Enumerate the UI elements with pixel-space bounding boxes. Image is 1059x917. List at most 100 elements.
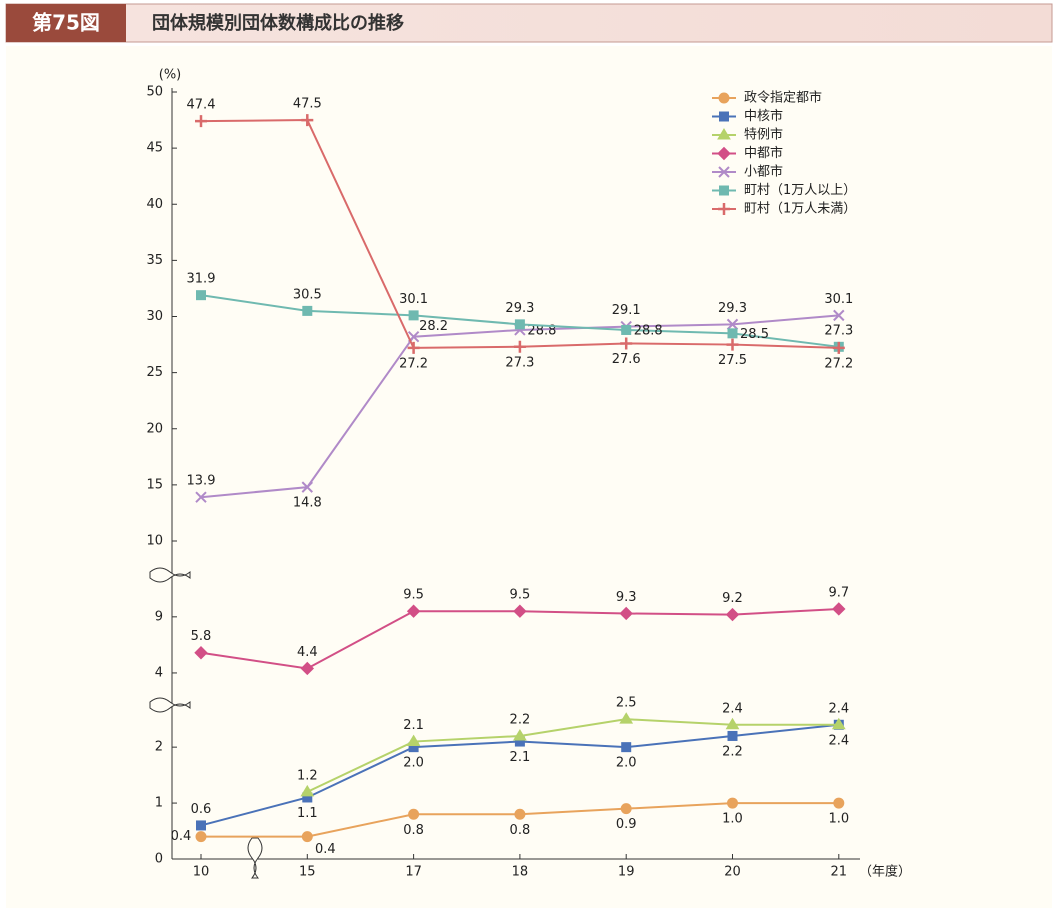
marker	[408, 310, 419, 321]
y-tick-label: 25	[146, 365, 163, 380]
value-label: 2.0	[403, 756, 424, 771]
value-label: 0.9	[616, 817, 637, 832]
value-label: 2.2	[722, 744, 743, 759]
marker	[300, 784, 315, 797]
legend-label: 町村（1万人未満）	[744, 202, 856, 217]
marker	[302, 305, 313, 316]
marker	[620, 337, 633, 350]
marker	[301, 831, 313, 843]
value-label: 27.5	[718, 353, 747, 368]
y-tick-label: 10	[146, 534, 163, 549]
marker	[717, 128, 731, 140]
value-label: 9.2	[722, 591, 743, 606]
value-label: 13.9	[187, 474, 216, 489]
legend-label: 特例市	[744, 127, 783, 143]
y-tick-label: 45	[146, 141, 163, 156]
marker	[719, 185, 729, 196]
x-tick-label: 17	[405, 865, 422, 880]
y-tick-label: 2	[155, 740, 163, 755]
marker	[718, 203, 730, 215]
value-label: 2.4	[828, 701, 849, 716]
x-tick-label: 15	[299, 865, 316, 880]
marker	[301, 481, 314, 493]
marker	[725, 717, 740, 730]
value-label: 47.5	[293, 97, 322, 112]
x-tick-label: 18	[512, 865, 529, 880]
marker	[301, 114, 314, 127]
value-label: 28.2	[419, 319, 448, 334]
figure-label-box	[6, 4, 126, 42]
marker	[727, 328, 738, 339]
marker	[831, 717, 846, 730]
marker	[832, 602, 846, 616]
marker	[514, 808, 526, 820]
marker	[194, 646, 208, 660]
x-tick-label: 21	[831, 865, 848, 880]
value-label: 30.5	[293, 287, 322, 302]
legend-label: 小都市	[744, 164, 783, 180]
value-label: 31.9	[187, 272, 216, 287]
value-label: 29.3	[718, 301, 747, 316]
value-label: 28.8	[527, 323, 556, 338]
value-label: 0.4	[315, 842, 336, 857]
value-label: 28.5	[740, 327, 769, 342]
marker	[196, 820, 206, 831]
value-label: 2.5	[616, 696, 637, 711]
value-label: 0.8	[510, 823, 531, 838]
marker	[725, 607, 740, 622]
marker	[195, 491, 207, 503]
marker	[513, 728, 527, 741]
series-line	[306, 718, 839, 793]
marker	[196, 290, 206, 301]
marker	[513, 604, 527, 618]
y-tick-label: 35	[146, 253, 163, 268]
value-label: 0.6	[191, 802, 212, 817]
value-label: 0.4	[171, 829, 192, 844]
value-label: 2.4	[828, 733, 849, 748]
value-label: 27.2	[824, 356, 853, 371]
value-label: 0.8	[403, 823, 424, 838]
value-label: 1.0	[828, 812, 849, 827]
y-unit: (%)	[159, 68, 182, 83]
y-tick-label: 20	[146, 421, 163, 436]
legend-label: 中核市	[744, 108, 783, 124]
y-axis-break	[149, 567, 191, 713]
x-tick-label: 19	[618, 865, 635, 880]
x-unit: （年度）	[859, 864, 911, 880]
y-tick-label: 40	[146, 197, 163, 212]
marker	[718, 166, 730, 178]
value-label: 2.4	[722, 701, 743, 716]
marker	[195, 831, 207, 843]
value-label: 28.8	[634, 323, 663, 338]
chart-title: 団体規模別団体数構成比の推移	[152, 12, 404, 34]
value-label: 30.1	[824, 292, 853, 307]
marker	[726, 318, 739, 331]
marker	[619, 712, 634, 724]
marker	[727, 797, 738, 809]
value-label: 29.1	[612, 303, 641, 318]
value-label: 9.7	[828, 585, 849, 600]
marker	[832, 341, 845, 354]
marker	[407, 341, 420, 354]
marker	[619, 606, 633, 621]
x-axis-break	[247, 837, 263, 879]
marker	[406, 734, 421, 747]
marker	[300, 661, 315, 676]
marker	[833, 797, 845, 809]
y-tick-label: 1	[155, 796, 163, 811]
value-label: 27.2	[399, 356, 428, 371]
legend-label: 町村（1万人以上）	[744, 183, 856, 198]
value-label: 2.1	[403, 718, 424, 733]
y-tick-label: 0	[155, 852, 163, 867]
value-label: 9.5	[403, 588, 424, 603]
x-tick-label: 10	[193, 865, 210, 880]
y-tick-label: 50	[146, 85, 163, 100]
y-tick-label: 30	[146, 309, 163, 324]
value-label: 1.1	[297, 806, 318, 821]
marker	[621, 742, 632, 753]
value-label: 4.4	[297, 645, 318, 660]
marker	[406, 604, 421, 618]
value-label: 9.5	[510, 588, 531, 603]
value-label: 9.3	[616, 590, 637, 605]
marker	[726, 338, 739, 351]
